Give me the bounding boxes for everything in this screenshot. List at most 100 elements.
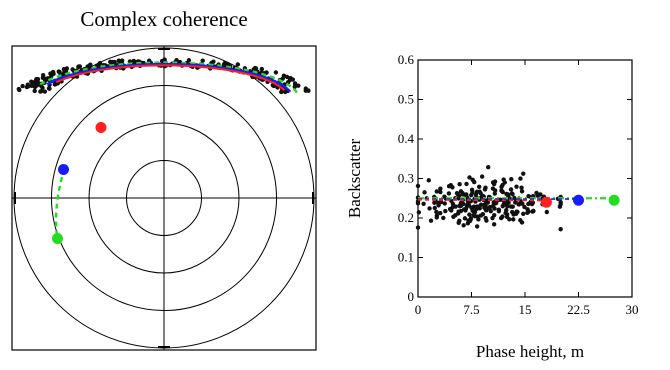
backscatter-point <box>500 189 505 195</box>
x-tick-label: 30 <box>626 302 639 317</box>
polar-point <box>174 58 179 63</box>
polar-point <box>86 63 91 69</box>
backscatter-point <box>498 197 503 202</box>
backscatter-point <box>511 217 516 222</box>
backscatter-point <box>514 184 519 189</box>
backscatter-point <box>522 204 527 210</box>
backscatter-point <box>464 203 470 208</box>
backscatter-point <box>461 207 467 212</box>
backscatter-point <box>422 190 427 195</box>
backscatter-point <box>462 216 468 221</box>
backscatter-point <box>476 184 482 190</box>
backscatter-point <box>446 184 452 189</box>
backscatter-point <box>518 218 523 223</box>
backscatter-point <box>485 164 491 170</box>
backscatter-point <box>521 171 526 176</box>
polar-title: Complex coherence <box>80 7 247 31</box>
backscatter-point <box>480 193 485 198</box>
polar-point <box>112 59 117 65</box>
polar-marker <box>52 233 63 244</box>
backscatter-markers <box>540 194 620 208</box>
backscatter-point <box>467 175 472 180</box>
polar-point <box>53 82 58 87</box>
backscatter-panel: 0 0.1 0.2 0.3 0.4 0.5 0.6 0 7.5 15 22.5 30 Backsca… <box>345 52 639 361</box>
polar-point <box>119 58 125 63</box>
backscatter-point <box>434 189 440 194</box>
backscatter-point <box>544 209 550 215</box>
y-tick-label: 0.4 <box>398 131 415 146</box>
y-ticks: 0 0.1 0.2 0.3 0.4 0.5 0.6 <box>398 52 632 304</box>
backscatter-point <box>479 174 485 179</box>
polar-point <box>46 86 52 91</box>
backscatter-point <box>467 218 473 224</box>
polar-point <box>259 66 265 72</box>
backscatter-marker <box>608 194 620 206</box>
trend-lines <box>417 197 615 202</box>
polar-point <box>70 67 75 72</box>
backscatter-point <box>450 204 455 210</box>
y-tick-label: 0.2 <box>398 210 414 225</box>
backscatter-point <box>421 201 426 207</box>
red-arc <box>55 64 285 92</box>
backscatter-point <box>490 180 496 185</box>
backscatter-point <box>458 208 464 214</box>
y-tick-label: 0.5 <box>398 92 414 107</box>
polar-point <box>222 63 228 68</box>
polar-point <box>200 58 205 63</box>
polar-marker <box>58 164 69 175</box>
polar-point <box>288 75 293 81</box>
polar-point <box>303 88 308 93</box>
backscatter-point <box>501 201 507 207</box>
backscatter-point <box>478 202 484 207</box>
polar-point <box>57 69 62 75</box>
polar-point <box>281 73 287 78</box>
backscatter-point <box>470 177 475 182</box>
backscatter-point <box>531 208 536 214</box>
backscatter-point <box>451 214 456 219</box>
polar-point <box>116 58 121 63</box>
polar-point <box>293 82 298 87</box>
polar-point <box>29 83 34 89</box>
backscatter-point <box>456 220 461 225</box>
x-axis-label: Phase height, m <box>476 342 584 361</box>
polar-point <box>235 62 241 67</box>
backscatter-point <box>509 177 514 182</box>
polar-grid <box>11 45 317 351</box>
backscatter-point <box>487 205 492 211</box>
backscatter-point <box>442 201 447 206</box>
backscatter-point <box>510 191 515 197</box>
backscatter-point <box>491 203 496 209</box>
backscatter-point <box>505 204 510 209</box>
backscatter-point <box>519 201 524 206</box>
backscatter-point <box>434 209 439 215</box>
y-tick-label: 0 <box>408 289 415 304</box>
polar-point <box>33 78 39 83</box>
backscatter-point <box>535 193 540 198</box>
polar-point <box>252 65 258 71</box>
backscatter-point <box>432 200 437 205</box>
backscatter-point <box>432 205 437 211</box>
backscatter-point <box>473 192 479 197</box>
backscatter-point <box>502 180 507 185</box>
backscatter-point <box>434 213 440 218</box>
green-arc-tail <box>54 176 64 239</box>
backscatter-point <box>476 217 481 222</box>
backscatter-point <box>521 211 526 216</box>
polar-point <box>211 59 216 64</box>
backscatter-point <box>482 187 488 192</box>
backscatter-point <box>458 200 464 206</box>
backscatter-point <box>492 188 498 193</box>
backscatter-point <box>510 209 515 215</box>
polar-point <box>64 66 70 71</box>
backscatter-point <box>496 207 502 212</box>
x-tick-label: 0 <box>415 302 422 317</box>
polar-point <box>273 70 279 75</box>
backscatter-point <box>504 214 510 219</box>
polar-point <box>162 57 167 62</box>
polar-marker <box>95 122 107 133</box>
y-axis-label: Backscatter <box>345 139 364 219</box>
backscatter-point <box>558 199 563 205</box>
plot-frame-rect <box>417 59 633 298</box>
